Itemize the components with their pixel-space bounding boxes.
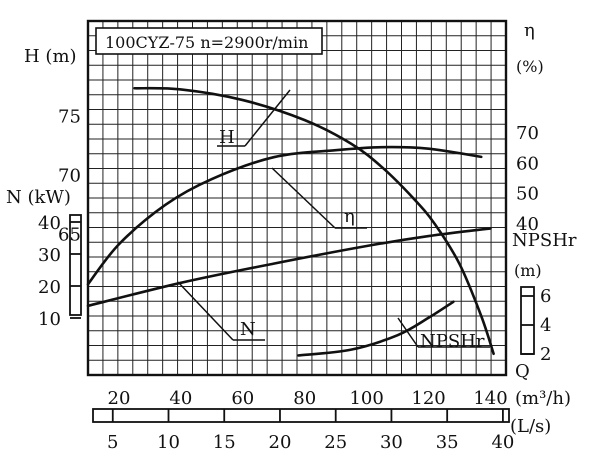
head-tick-label: 70	[58, 165, 81, 186]
head-tick-label: 65	[58, 224, 81, 245]
power-tick-label: 20	[38, 277, 61, 298]
x2-tick-label: 5	[107, 432, 118, 453]
curve-label: N	[240, 319, 256, 340]
head-tick-label: 75	[58, 106, 81, 127]
power-tick-label: 40	[38, 213, 61, 234]
leader-line	[244, 89, 291, 147]
head-axis-label: H (m)	[24, 46, 77, 67]
x2-axis-unit: (L/s)	[510, 416, 551, 437]
npsh-unit-label: (m)	[514, 261, 542, 280]
npsh-axis-label: NPSHr	[512, 230, 577, 251]
x-tick-label: 100	[349, 388, 383, 409]
power-tick-label: 30	[38, 245, 61, 266]
efficiency-axis-label: η	[524, 20, 535, 41]
efficiency-curve	[86, 145, 483, 286]
npsh-tick-label: 6	[540, 286, 551, 307]
curve-label: H	[219, 127, 235, 148]
curve-label: η	[344, 206, 355, 227]
x-tick-label: 120	[411, 388, 445, 409]
x2-tick-label: 20	[269, 432, 292, 453]
x2-tick-label: 10	[157, 432, 180, 453]
efficiency-tick-label: 40	[516, 214, 539, 235]
power-scale-bar	[69, 214, 82, 316]
title-box	[95, 27, 323, 55]
x2-tick-label: 35	[436, 432, 459, 453]
x-tick-label: 80	[293, 388, 316, 409]
x-tick-label: 40	[169, 388, 192, 409]
npsh-tick-label: 4	[540, 315, 551, 336]
power-tick-label: 10	[38, 309, 61, 330]
x-axis-label: Q	[515, 361, 530, 382]
leader-line	[177, 281, 234, 341]
grid-lines	[88, 21, 506, 375]
efficiency-unit-label: (%)	[516, 57, 544, 76]
leader-line	[397, 317, 419, 348]
leader-line	[271, 167, 336, 229]
power-axis-label: N (kW)	[6, 187, 71, 208]
curve-leaders: Hη N NPSHr	[177, 89, 490, 352]
x2-tick-label: 40	[491, 432, 514, 453]
npsh-scale-bar	[520, 286, 535, 355]
power-curve	[86, 227, 492, 308]
npshr-curve	[297, 300, 455, 357]
efficiency-tick-label: 60	[516, 153, 539, 174]
x2-tick-label: 25	[324, 432, 347, 453]
chart-title: 100CYZ-75 n=2900r/min	[105, 33, 308, 52]
x2-tick-label: 30	[380, 432, 403, 453]
x2-tick-label: 15	[213, 432, 236, 453]
head-curve	[133, 86, 495, 356]
npsh-tick-label: 2	[540, 344, 551, 365]
efficiency-tick-label: 70	[516, 123, 539, 144]
x-tick-label: 60	[231, 388, 254, 409]
curves	[86, 86, 495, 357]
secondary-x-scale-bar	[92, 408, 510, 423]
x-tick-label: 20	[108, 388, 131, 409]
curve-label: NPSHr	[420, 331, 485, 352]
plot-frame	[86, 19, 508, 377]
efficiency-tick-label: 50	[516, 184, 539, 205]
x-axis-unit: (m³/h)	[515, 388, 571, 409]
tick-labels: 65 70 75 10 20 30 40 40 50 60 70 2 4 6 20 40 60 80 100 120 1…	[38, 106, 551, 453]
x-tick-label: 140	[473, 388, 507, 409]
